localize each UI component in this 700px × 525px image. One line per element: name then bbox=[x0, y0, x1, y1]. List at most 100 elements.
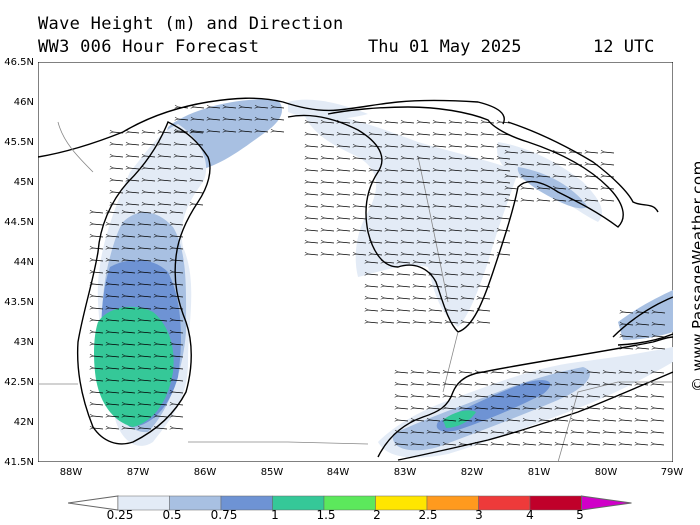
wave-arrow bbox=[484, 170, 495, 171]
wave-arrow bbox=[400, 298, 411, 299]
wave-arrow bbox=[638, 444, 649, 445]
wave-arrow bbox=[556, 188, 567, 189]
wave-arrow bbox=[654, 444, 665, 445]
wave-arrow bbox=[356, 122, 367, 123]
wave-arrow bbox=[468, 218, 479, 219]
wave-arrow bbox=[193, 204, 204, 205]
wave-arrow bbox=[414, 396, 425, 397]
wave-arrow bbox=[452, 146, 463, 147]
wave-arrow bbox=[109, 260, 120, 261]
wave-arrow bbox=[468, 230, 479, 231]
wave-arrow bbox=[462, 408, 473, 409]
wave-arrow bbox=[210, 119, 221, 120]
wave-arrow bbox=[508, 164, 519, 165]
wave-arrow bbox=[141, 212, 152, 213]
forecast-time: 12 UTC bbox=[593, 37, 655, 57]
wave-arrow bbox=[638, 396, 649, 397]
wave-arrow bbox=[173, 416, 184, 417]
wave-arrow bbox=[324, 122, 335, 123]
lat-label: 41.5N bbox=[4, 457, 34, 468]
wave-arrow bbox=[404, 194, 415, 195]
wave-arrow bbox=[416, 262, 427, 263]
wave-arrow bbox=[193, 132, 204, 133]
wave-arrow bbox=[193, 168, 204, 169]
wave-arrow bbox=[145, 192, 156, 193]
wave-arrow bbox=[526, 420, 537, 421]
wave-arrow bbox=[141, 236, 152, 237]
wave-arrow bbox=[484, 158, 495, 159]
wave-arrow bbox=[368, 322, 379, 323]
wave-arrow bbox=[446, 420, 457, 421]
wave-arrow bbox=[452, 242, 463, 243]
wave-arrow bbox=[384, 286, 395, 287]
wave-arrow bbox=[478, 408, 489, 409]
wave-arrow bbox=[258, 107, 269, 108]
wave-arrow bbox=[308, 194, 319, 195]
wave-arrow bbox=[448, 286, 459, 287]
wave-arrow bbox=[604, 200, 615, 201]
wave-arrow bbox=[436, 230, 447, 231]
wave-arrow bbox=[145, 180, 156, 181]
wave-arrow bbox=[113, 132, 124, 133]
wave-arrow bbox=[177, 132, 188, 133]
legend-label: 2.5 bbox=[418, 508, 438, 522]
wave-arrow bbox=[157, 356, 168, 357]
wave-arrow bbox=[432, 286, 443, 287]
wave-arrow bbox=[430, 396, 441, 397]
wave-arrow bbox=[432, 322, 443, 323]
wave-arrow bbox=[324, 218, 335, 219]
lon-label: 84W bbox=[326, 467, 350, 478]
wave-arrow bbox=[324, 146, 335, 147]
wave-arrow bbox=[462, 396, 473, 397]
wave-arrow bbox=[432, 274, 443, 275]
wave-arrow bbox=[420, 230, 431, 231]
wave-arrow bbox=[622, 408, 633, 409]
wave-arrow bbox=[468, 158, 479, 159]
wave-arrow bbox=[356, 158, 367, 159]
wave-arrow bbox=[340, 134, 351, 135]
wave-arrow bbox=[141, 380, 152, 381]
wave-arrow bbox=[464, 262, 475, 263]
wave-arrow bbox=[372, 170, 383, 171]
wave-arrow bbox=[604, 152, 615, 153]
wave-arrow bbox=[161, 192, 172, 193]
wave-arrow bbox=[606, 420, 617, 421]
wave-arrow bbox=[308, 158, 319, 159]
wave-arrow bbox=[448, 262, 459, 263]
wave-arrow bbox=[524, 176, 535, 177]
wave-arrow bbox=[524, 164, 535, 165]
wave-arrow bbox=[572, 152, 583, 153]
wave-arrow bbox=[398, 432, 409, 433]
wave-arrow bbox=[500, 158, 511, 159]
wave-arrow bbox=[173, 368, 184, 369]
wave-arrow bbox=[308, 122, 319, 123]
wave-arrow bbox=[157, 248, 168, 249]
wave-arrow bbox=[436, 122, 447, 123]
wave-arrow bbox=[125, 212, 136, 213]
wave-arrow bbox=[93, 356, 104, 357]
wave-arrow bbox=[125, 368, 136, 369]
wave-arrow bbox=[639, 324, 650, 325]
wave-arrow bbox=[308, 146, 319, 147]
wave-arrow bbox=[274, 131, 285, 132]
wave-arrow bbox=[388, 158, 399, 159]
wave-arrow bbox=[141, 344, 152, 345]
wave-arrow bbox=[446, 396, 457, 397]
wave-arrow bbox=[478, 420, 489, 421]
wave-arrow bbox=[157, 320, 168, 321]
wave-arrow bbox=[340, 182, 351, 183]
wave-arrow bbox=[484, 230, 495, 231]
wave-arrow bbox=[480, 322, 491, 323]
legend-label: 5 bbox=[576, 508, 584, 522]
wave-arrow bbox=[324, 134, 335, 135]
wave-arrow bbox=[414, 420, 425, 421]
wave-arrow bbox=[638, 432, 649, 433]
wave-arrow bbox=[484, 146, 495, 147]
wave-arrow bbox=[462, 432, 473, 433]
wave-arrow bbox=[623, 336, 634, 337]
georgian-bay-shore bbox=[507, 121, 659, 213]
wave-arrow bbox=[368, 274, 379, 275]
wave-arrow bbox=[590, 384, 601, 385]
wave-arrow bbox=[129, 204, 140, 205]
wave-arrow bbox=[398, 384, 409, 385]
